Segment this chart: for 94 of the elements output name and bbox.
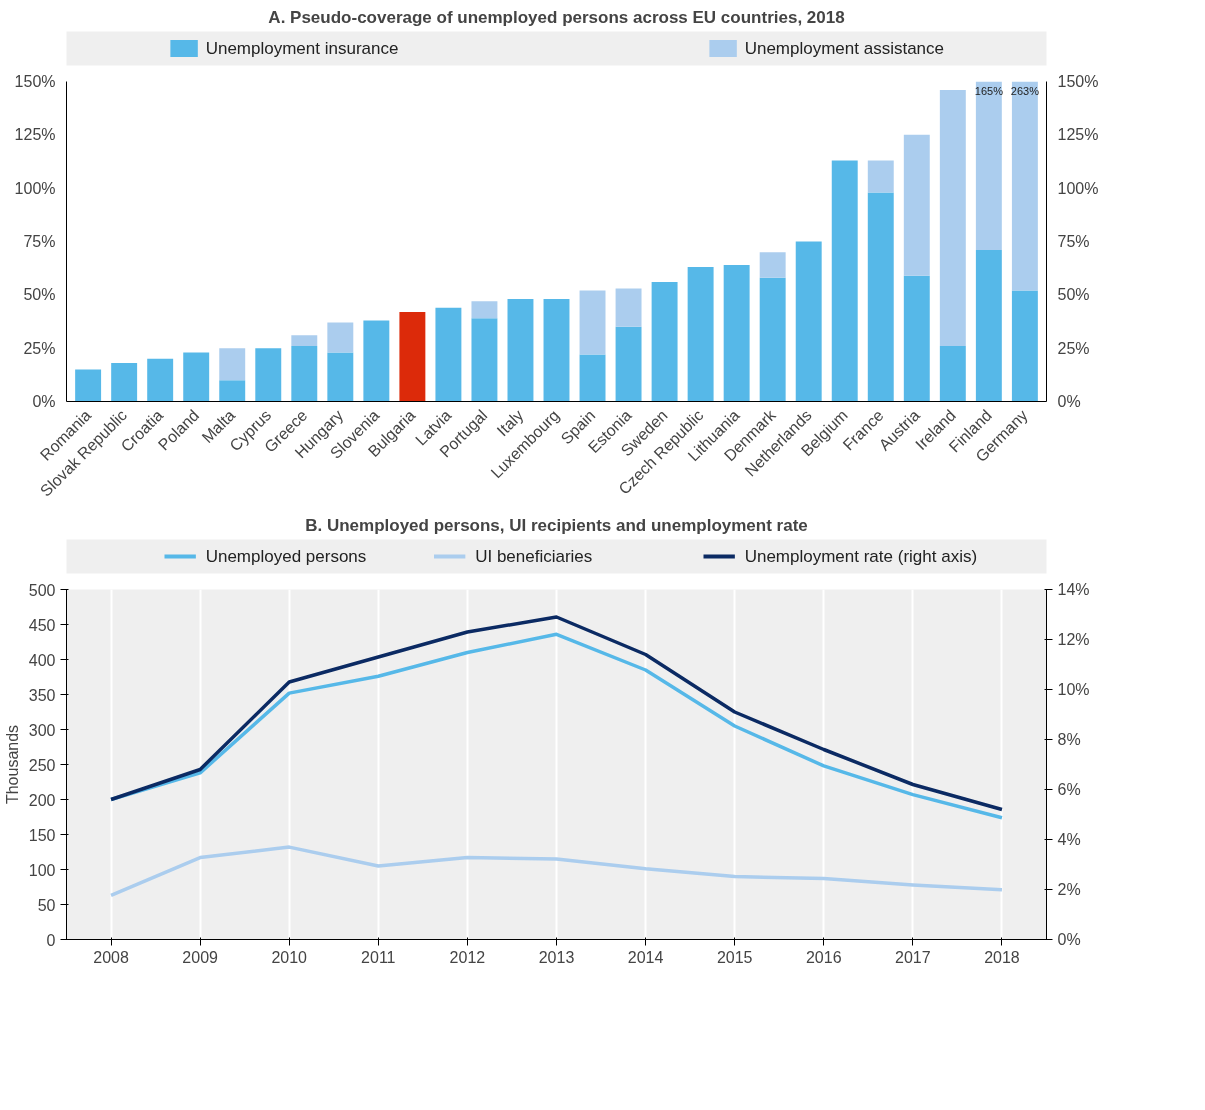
x-tick-label: 2017 (895, 948, 931, 966)
legend-label: Unemployment assistance (744, 39, 945, 58)
legend-label: Unemployed persons (205, 547, 367, 566)
x-tick-label: 2016 (805, 948, 842, 966)
y-tick-label: 100% (14, 179, 56, 197)
legend-label: UI beneficiaries (475, 547, 593, 566)
bar (255, 348, 282, 402)
bar (507, 299, 534, 402)
line-series (109, 845, 1004, 898)
bar (75, 369, 102, 402)
bar (903, 275, 930, 402)
bar (1011, 81, 1038, 291)
y2-tick-label: 2% (1057, 881, 1081, 898)
bar (399, 311, 426, 402)
bar (651, 282, 678, 402)
bar (723, 264, 750, 402)
bar (975, 81, 1002, 251)
y2-tick-label: 50% (1057, 286, 1090, 304)
bar (1011, 290, 1038, 402)
y-tick-label: 350 (28, 686, 56, 704)
bar (327, 352, 354, 402)
bar (291, 335, 318, 347)
x-tick-label: 2012 (449, 948, 486, 966)
x-tick-label: 2013 (538, 948, 575, 966)
y-tick-label: 0 (46, 931, 56, 949)
bar (759, 277, 786, 402)
bar (327, 322, 354, 353)
bar (615, 288, 642, 327)
y2-tick-label: 25% (1057, 339, 1090, 357)
y-tick-label: 50 (37, 896, 56, 914)
y-tick-label: 150% (14, 73, 56, 90)
y2-tick-label: 150% (1057, 73, 1099, 90)
y2-tick-label: 12% (1057, 631, 1090, 648)
bar (219, 348, 246, 381)
y-tick-label: 500 (28, 581, 56, 599)
y-tick-label: 150 (28, 826, 56, 844)
x-tick-label: 2010 (271, 948, 308, 966)
legend-label: Unemployment rate (right axis) (744, 547, 978, 566)
bar (831, 160, 858, 402)
bar (759, 252, 786, 278)
x-tick-label: 2009 (182, 948, 219, 966)
legend-label: Unemployment insurance (205, 39, 399, 58)
bar (795, 241, 822, 402)
bar (687, 267, 714, 402)
bar (615, 326, 642, 402)
y2-tick-label: 6% (1057, 781, 1081, 798)
y-tick-label: 50% (23, 286, 56, 304)
y-tick-label: 25% (23, 339, 56, 357)
chart-title: B. Unemployed persons, UI recipients and unemployment rate (305, 515, 808, 535)
y2-tick-label: 100% (1057, 179, 1099, 197)
bar (579, 354, 606, 402)
bar (867, 192, 894, 402)
y2-tick-label: 14% (1057, 581, 1090, 598)
bar (939, 90, 966, 347)
y-axis-title: Thousands (3, 724, 21, 805)
y-tick-label: 0% (32, 393, 56, 410)
bar (939, 346, 966, 402)
y-tick-label: 125% (14, 126, 56, 144)
bar (975, 250, 1002, 402)
y2-tick-label: 4% (1057, 831, 1081, 848)
y-tick-label: 100 (28, 861, 56, 879)
x-tick-label: 2018 (984, 948, 1020, 966)
bar (471, 301, 498, 319)
x-tick-label: 2008 (93, 948, 129, 966)
y2-tick-label: 75% (1057, 233, 1090, 250)
annotation: 165% (974, 84, 1004, 97)
y-tick-label: 200 (28, 791, 56, 809)
x-tick-label: 2011 (361, 948, 396, 966)
annotation: 263% (1010, 84, 1040, 97)
y-tick-label: 300 (28, 721, 56, 739)
bar (147, 358, 174, 402)
bar (867, 160, 894, 193)
y2-tick-label: 8% (1057, 731, 1081, 748)
x-tick-label: 2015 (716, 948, 753, 966)
bar (363, 320, 390, 402)
bar (291, 346, 318, 402)
chart-title: A. Pseudo-coverage of unemployed persons across EU countries, 2018 (268, 7, 845, 27)
bar (435, 307, 462, 402)
bar (111, 363, 138, 402)
x-tick-label: 2014 (627, 948, 664, 966)
y-tick-label: 250 (28, 756, 56, 774)
y2-tick-label: 0% (1057, 931, 1081, 948)
y2-tick-label: 0% (1057, 393, 1081, 410)
bar (903, 134, 930, 276)
y-tick-label: 450 (28, 616, 56, 634)
y-tick-label: 400 (28, 651, 56, 669)
bar (219, 380, 246, 402)
y-tick-label: 75% (23, 233, 56, 250)
y2-tick-label: 125% (1057, 126, 1099, 144)
bar (183, 352, 210, 402)
y2-tick-label: 10% (1057, 681, 1090, 698)
bar (471, 318, 498, 402)
bar (543, 299, 570, 402)
bar (579, 290, 606, 355)
